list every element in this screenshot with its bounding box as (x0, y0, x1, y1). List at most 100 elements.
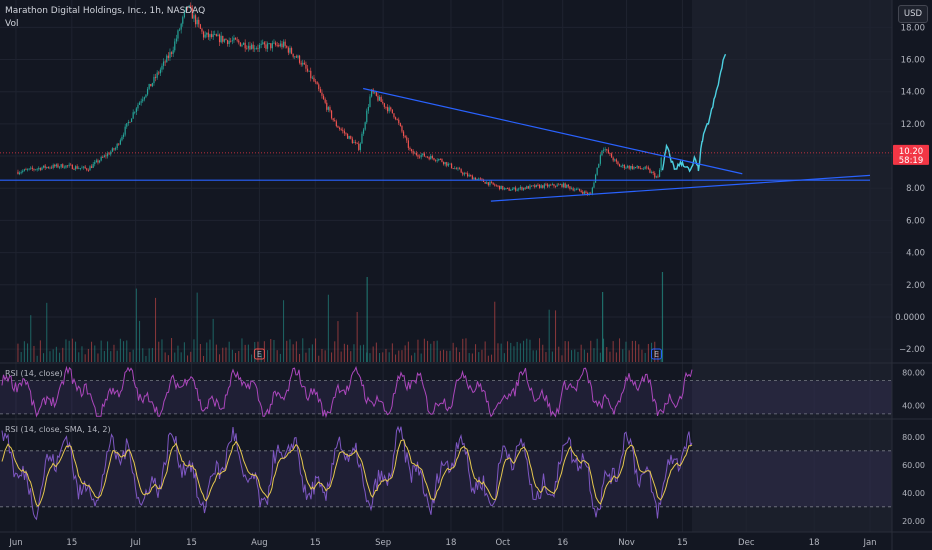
volume-bar (484, 341, 486, 362)
candle-body (383, 103, 385, 107)
candle-body (55, 164, 57, 167)
volume-bar (414, 352, 416, 362)
volume-bar (68, 340, 70, 362)
candle-body (129, 121, 131, 123)
volume-bar (379, 352, 381, 362)
candle-body (452, 168, 454, 169)
candle-body (468, 175, 470, 177)
volume-bar (654, 341, 656, 362)
candle-body (463, 173, 465, 175)
candle-body (220, 35, 222, 43)
volume-bar (171, 338, 173, 362)
volume-bar (487, 355, 489, 362)
volume-bar (116, 350, 118, 362)
volume-bar (75, 341, 77, 362)
time-tick-label: Aug (251, 538, 268, 548)
volume-bar (97, 353, 99, 362)
candle-body (260, 43, 262, 45)
candle-body (63, 167, 65, 169)
candle-body (361, 133, 363, 144)
candle-body (540, 185, 542, 188)
candle-body (295, 56, 297, 58)
candle-body (34, 169, 37, 171)
candle-body (359, 143, 361, 150)
volume-bar (219, 354, 221, 362)
candle-body (553, 184, 555, 187)
candle-body (329, 107, 331, 111)
volume-bar (337, 321, 339, 362)
candle-body (177, 30, 179, 39)
candle-body (370, 89, 373, 97)
candle-body (577, 188, 579, 190)
highlighted-path-line (661, 53, 727, 173)
volume-bar (628, 350, 630, 362)
candle-body (462, 172, 464, 175)
candle-body (554, 186, 557, 187)
price-tick-label: 4.00 (906, 249, 925, 259)
candle-body (250, 44, 253, 50)
candle-body (644, 166, 646, 169)
volume-bar (286, 340, 288, 362)
currency-button[interactable]: USD (898, 5, 928, 23)
candle-body (103, 155, 105, 158)
candle-body (137, 104, 139, 109)
candle-body (580, 190, 582, 192)
candle-body (23, 169, 25, 171)
candle-body (106, 153, 109, 157)
price-candles[interactable] (17, 2, 662, 197)
candle-body (524, 187, 526, 189)
rsi-panel-1[interactable]: RSI (14, close) 80.00 40.00 (0, 362, 932, 419)
candle-body (494, 184, 496, 186)
volume-bar (257, 341, 259, 362)
volume-bar (465, 338, 467, 362)
volume-bar (324, 350, 326, 362)
volume-bar (110, 351, 112, 362)
candle-body (500, 185, 502, 190)
volume-bar (305, 352, 307, 362)
volume-bar (174, 352, 176, 362)
volume-bar (593, 348, 595, 362)
volume-bar (49, 351, 51, 362)
volume-bar (292, 344, 294, 362)
candle-body (282, 41, 285, 48)
candle-body (314, 81, 317, 83)
candle-body (302, 62, 304, 65)
rsi-tick-label: 80.00 (902, 433, 925, 442)
volume-bar (126, 340, 128, 362)
candle-body (183, 12, 185, 18)
volume-bar (622, 349, 624, 362)
candle-body (287, 47, 289, 53)
candle-body (98, 160, 101, 163)
trendlines[interactable] (0, 87, 871, 202)
candle-body (138, 102, 141, 105)
candle-body (81, 167, 83, 169)
volume-bar (545, 352, 547, 362)
candle-body (36, 168, 38, 170)
candle-body (223, 39, 225, 42)
volume-bar (452, 342, 454, 362)
time-axis[interactable]: Jun 15 Jul 15 Aug 15 Sep 18 Oct 16 Nov 15 Dec 18 Jan (0, 531, 932, 548)
candle-body (505, 188, 507, 189)
candle-body (105, 155, 107, 157)
candle-body (22, 170, 24, 172)
candle-body (535, 184, 537, 188)
rsi-panel-2[interactable]: RSI (14, close, SMA, 14, 2) 80.00 60.00 40.… (0, 418, 932, 526)
candle-body (470, 175, 472, 176)
candle-body (124, 126, 126, 135)
candle-body (526, 186, 528, 189)
volume-bar (657, 351, 659, 362)
candle-body (170, 52, 173, 54)
volume-bar (647, 343, 649, 362)
volume-bar (529, 339, 531, 362)
candle-body (385, 106, 387, 108)
volume-bar (247, 344, 249, 362)
candle-body (228, 40, 230, 45)
volume-bar (129, 352, 131, 362)
volume-bar (148, 348, 150, 362)
candle-body (601, 150, 603, 156)
volume-bar (295, 341, 297, 362)
candle-body (76, 166, 78, 169)
volume-bar (606, 347, 608, 362)
